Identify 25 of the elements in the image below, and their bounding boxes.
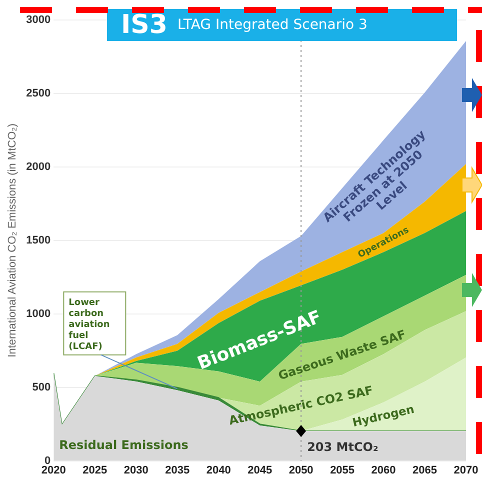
- y-tick-label: 2000: [26, 160, 51, 173]
- x-tick-label: 2060: [371, 464, 396, 476]
- text: Lower carbon aviation fuel (LCAF): [68, 298, 110, 352]
- x-tick-label: 2025: [82, 464, 108, 476]
- x-tick-label: 2055: [330, 464, 355, 476]
- x-tick-label: 2065: [412, 464, 438, 476]
- x-tick-label: 2070: [454, 464, 478, 476]
- x-tick-label: 2035: [165, 464, 190, 476]
- y-tick-label: 0: [44, 454, 51, 467]
- chart-subtitle: LTAG Integrated Scenario 3: [178, 17, 368, 33]
- x-tick-label: 2020: [41, 464, 66, 476]
- chart-title: IS3: [121, 10, 168, 40]
- y-tick-label: 500: [32, 381, 51, 394]
- x-tick-label: 2045: [248, 464, 272, 476]
- title-banner: IS3 LTAG Integrated Scenario 3: [107, 9, 457, 41]
- y-tick-label: 3000: [26, 14, 51, 26]
- x-tick-label: 2050: [288, 464, 314, 476]
- y-tick-label: 1000: [26, 308, 51, 320]
- x-tick-label: 2030: [124, 464, 148, 476]
- y-tick-label: 1500: [26, 234, 51, 246]
- x-tick-label: 2040: [206, 464, 231, 476]
- series-label: Residual Emissions: [59, 438, 188, 452]
- y-tick-label: 2500: [26, 88, 51, 100]
- y-axis-title: International Aviation CO₂ Emissions (in MtCO₂): [6, 123, 19, 358]
- annotation: 203 MtCO₂: [307, 440, 378, 454]
